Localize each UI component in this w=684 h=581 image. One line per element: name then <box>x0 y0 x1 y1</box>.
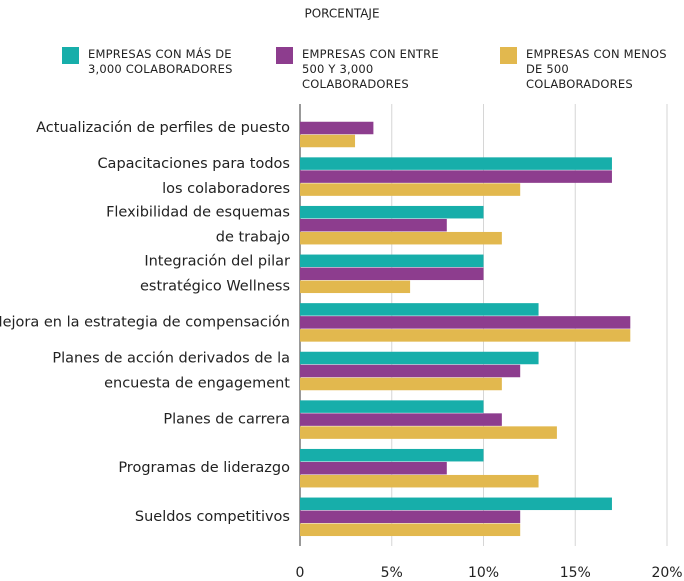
bar <box>300 426 557 439</box>
x-tick-label: 15% <box>560 565 591 581</box>
bar <box>300 280 411 294</box>
y-tick-label: Mejora en la estrategia de compensación <box>0 314 290 330</box>
y-tick-label: Integración del pilar <box>144 253 290 269</box>
y-tick-label: Planes de acción derivados de la <box>52 351 290 367</box>
y-tick-label: de trabajo <box>216 230 290 246</box>
y-tick-label: Programas de liderazgo <box>118 460 290 476</box>
bar <box>300 205 484 219</box>
legend-swatch <box>276 47 293 64</box>
y-tick-label: encuesta de engagement <box>104 376 290 392</box>
bar <box>300 134 356 148</box>
legend-label: EMPRESAS CON ENTRE 500 Y 3,000 COLABORAD… <box>302 47 439 91</box>
bar <box>300 231 502 245</box>
bar <box>300 316 631 329</box>
x-tick-label: 5% <box>381 565 403 581</box>
bar <box>300 170 612 183</box>
legend-item: EMPRESAS CON ENTRE 500 Y 3,000 COLABORAD… <box>276 47 462 92</box>
bar <box>300 497 612 511</box>
y-tick-label: Planes de carrera <box>163 412 290 428</box>
y-tick-label: los colaboradores <box>162 181 290 197</box>
y-tick-label: Flexibilidad de esquemas <box>106 205 290 221</box>
bar <box>300 400 484 413</box>
axis-title: PORCENTAJE <box>304 7 379 21</box>
bar <box>300 183 521 196</box>
x-tick-label: 0 <box>296 565 305 581</box>
bar <box>300 121 374 135</box>
bar <box>300 303 539 316</box>
bar <box>300 510 521 524</box>
legend-item: EMPRESAS CON MENOS DE 500 COLABORADORES <box>500 47 678 92</box>
bar <box>300 157 612 170</box>
y-tick-label: estratégico Wellness <box>140 278 290 294</box>
legend-swatch <box>500 47 517 64</box>
bar <box>300 448 484 462</box>
bar <box>300 523 521 537</box>
legend-label: EMPRESAS CON MENOS DE 500 COLABORADORES <box>526 47 667 91</box>
legend-item: EMPRESAS CON MÁS DE 3,000 COLABORADORES <box>62 47 248 77</box>
y-tick-label: Actualización de perfiles de puesto <box>36 120 290 136</box>
bar <box>300 461 447 475</box>
bar <box>300 474 539 488</box>
y-tick-label: Capacitaciones para todos <box>97 156 290 172</box>
y-tick-label: Sueldos competitivos <box>135 509 290 525</box>
x-tick-label: 20% <box>651 565 682 581</box>
bar <box>300 364 521 378</box>
bar <box>300 254 484 268</box>
bar <box>300 377 502 391</box>
legend-label: EMPRESAS CON MÁS DE 3,000 COLABORADORES <box>88 47 233 76</box>
legend-swatch <box>62 47 79 64</box>
bar <box>300 351 539 365</box>
bar <box>300 267 484 281</box>
bar <box>300 413 502 426</box>
bar <box>300 218 447 232</box>
x-tick-label: 10% <box>468 565 499 581</box>
bar <box>300 329 631 342</box>
